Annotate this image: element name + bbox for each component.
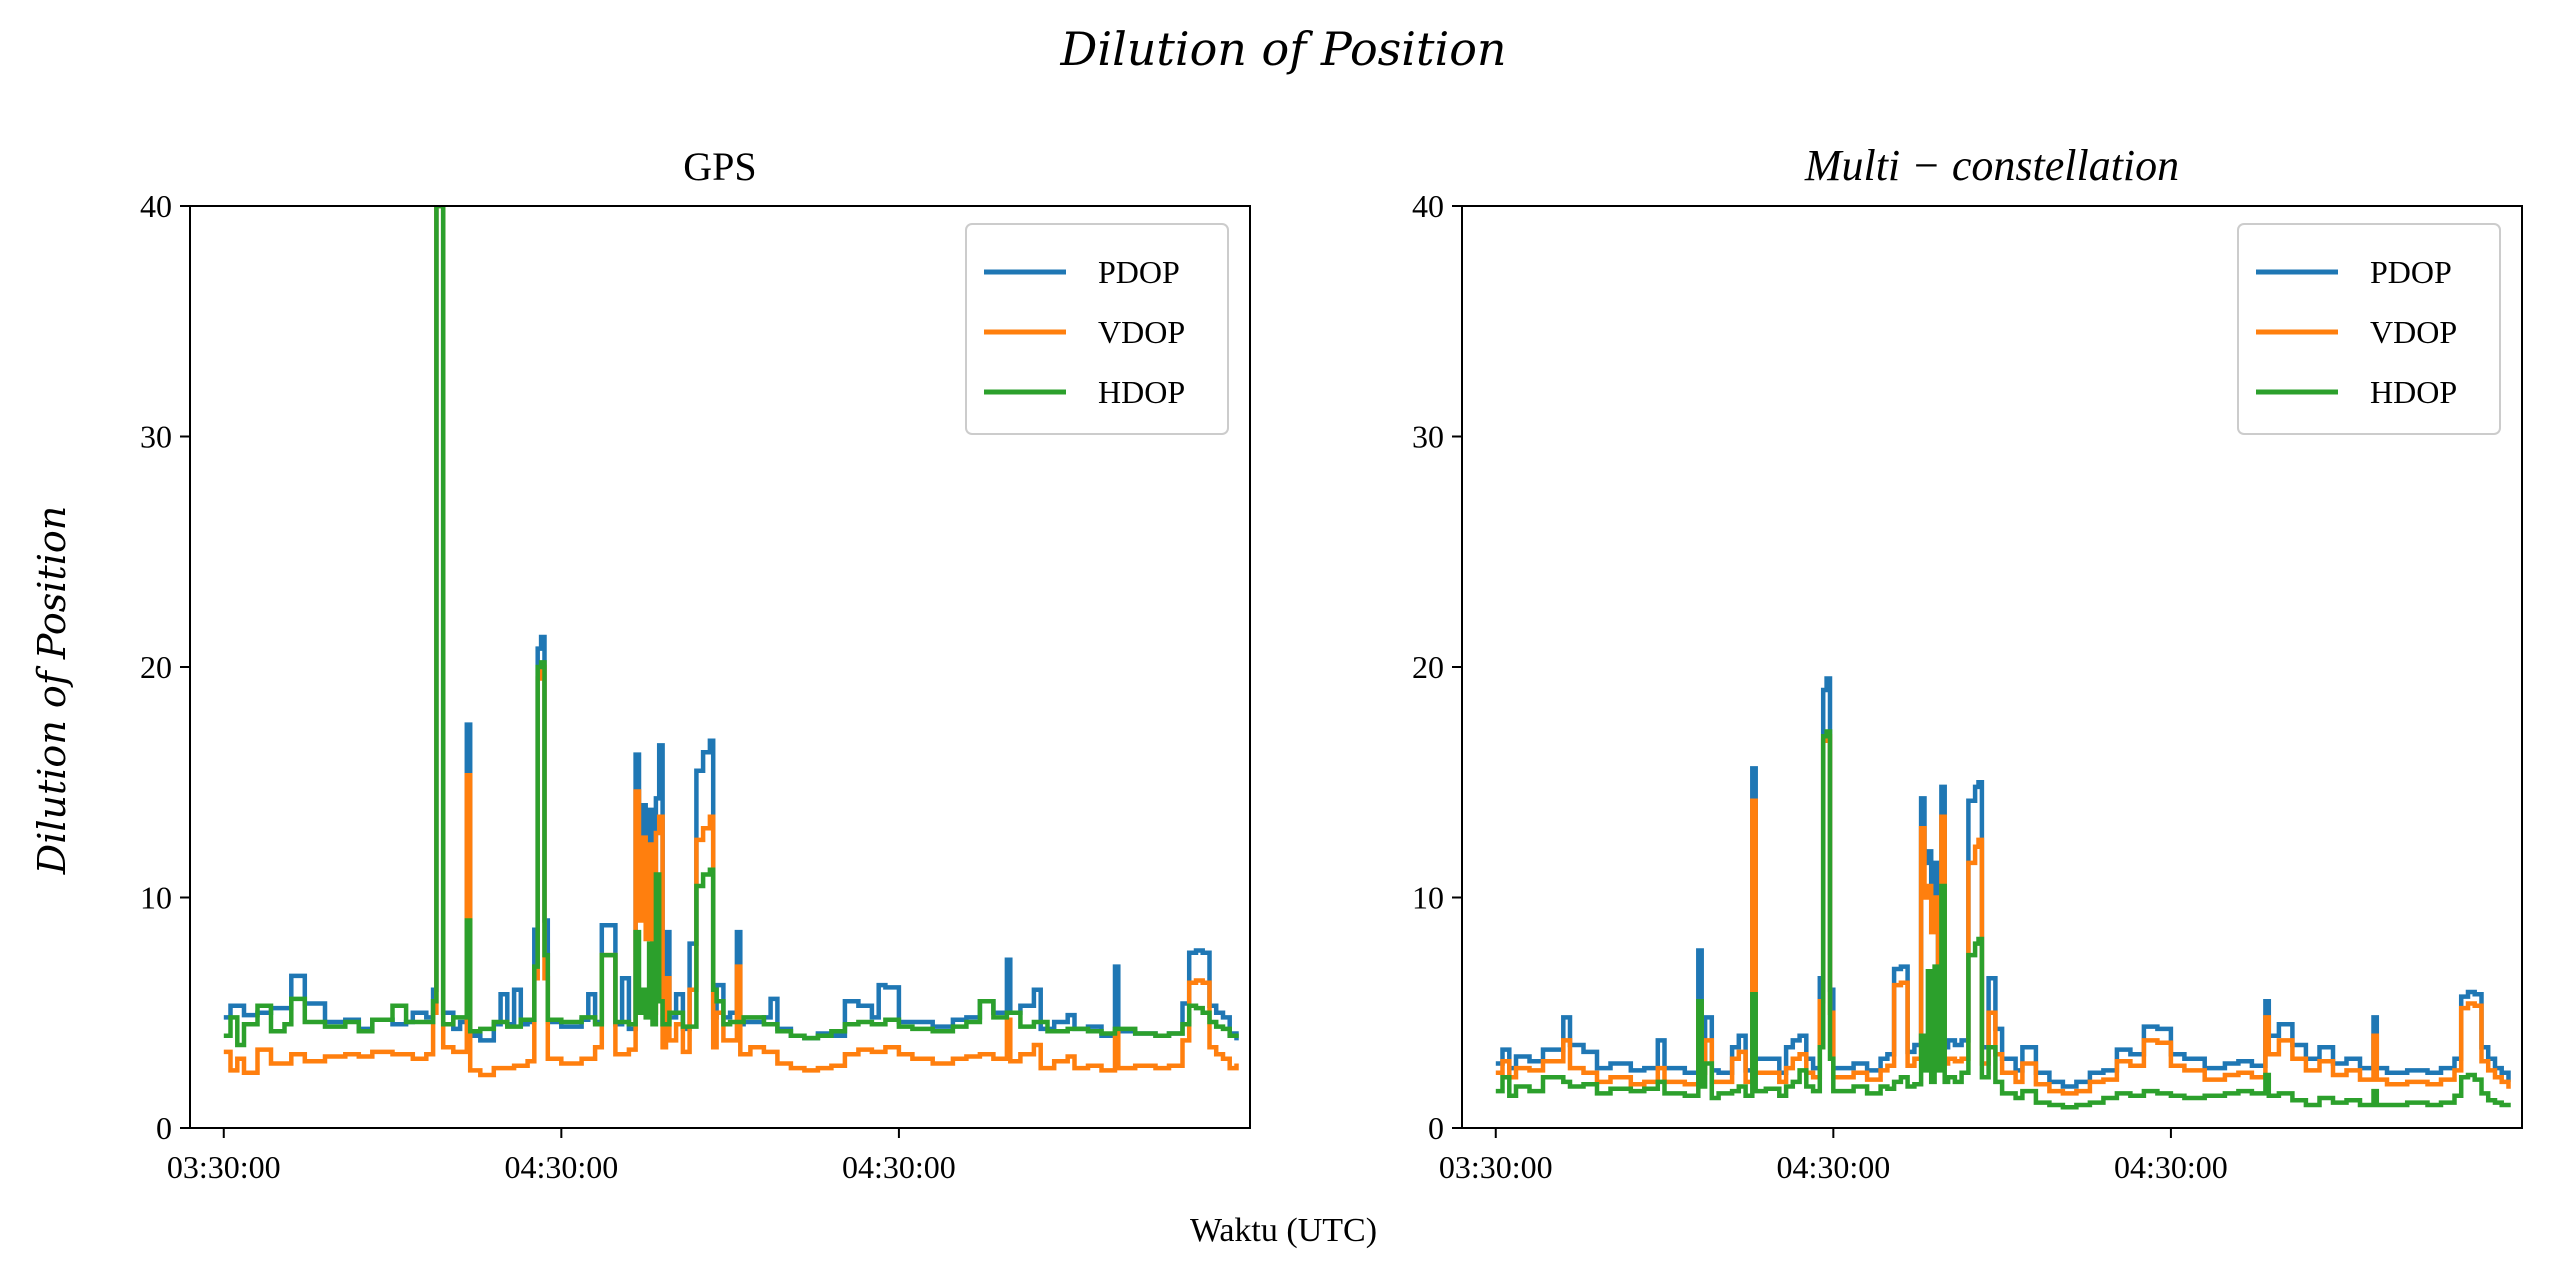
gps-legend-box xyxy=(965,223,1229,435)
gps-chart-title: GPS xyxy=(683,144,756,189)
gps-ytick-label: 10 xyxy=(140,880,172,916)
figure-title: Dilution of Position xyxy=(1060,22,1507,76)
gps-series-hdop xyxy=(223,206,1239,1048)
gps-xtick-label: 03:30:00 xyxy=(167,1149,281,1185)
gps-xtick-label: 04:30:00 xyxy=(504,1149,618,1185)
gps-xtick-label: 04:30:00 xyxy=(842,1149,956,1185)
gps-legend-label-hdop: HDOP xyxy=(1098,374,1185,410)
gps-ytick-label: 20 xyxy=(140,649,172,685)
gps-ytick-label: 40 xyxy=(140,188,172,224)
gps-series-vdop xyxy=(223,206,1239,1078)
gps-ytick-label: 30 xyxy=(140,419,172,455)
x-axis-label: Waktu (UTC) xyxy=(1189,1212,1378,1249)
gps-legend-label-vdop: VDOP xyxy=(1098,314,1185,350)
gps-legend-label-pdop: PDOP xyxy=(1098,254,1180,290)
gps-ytick-label: 0 xyxy=(156,1110,172,1146)
